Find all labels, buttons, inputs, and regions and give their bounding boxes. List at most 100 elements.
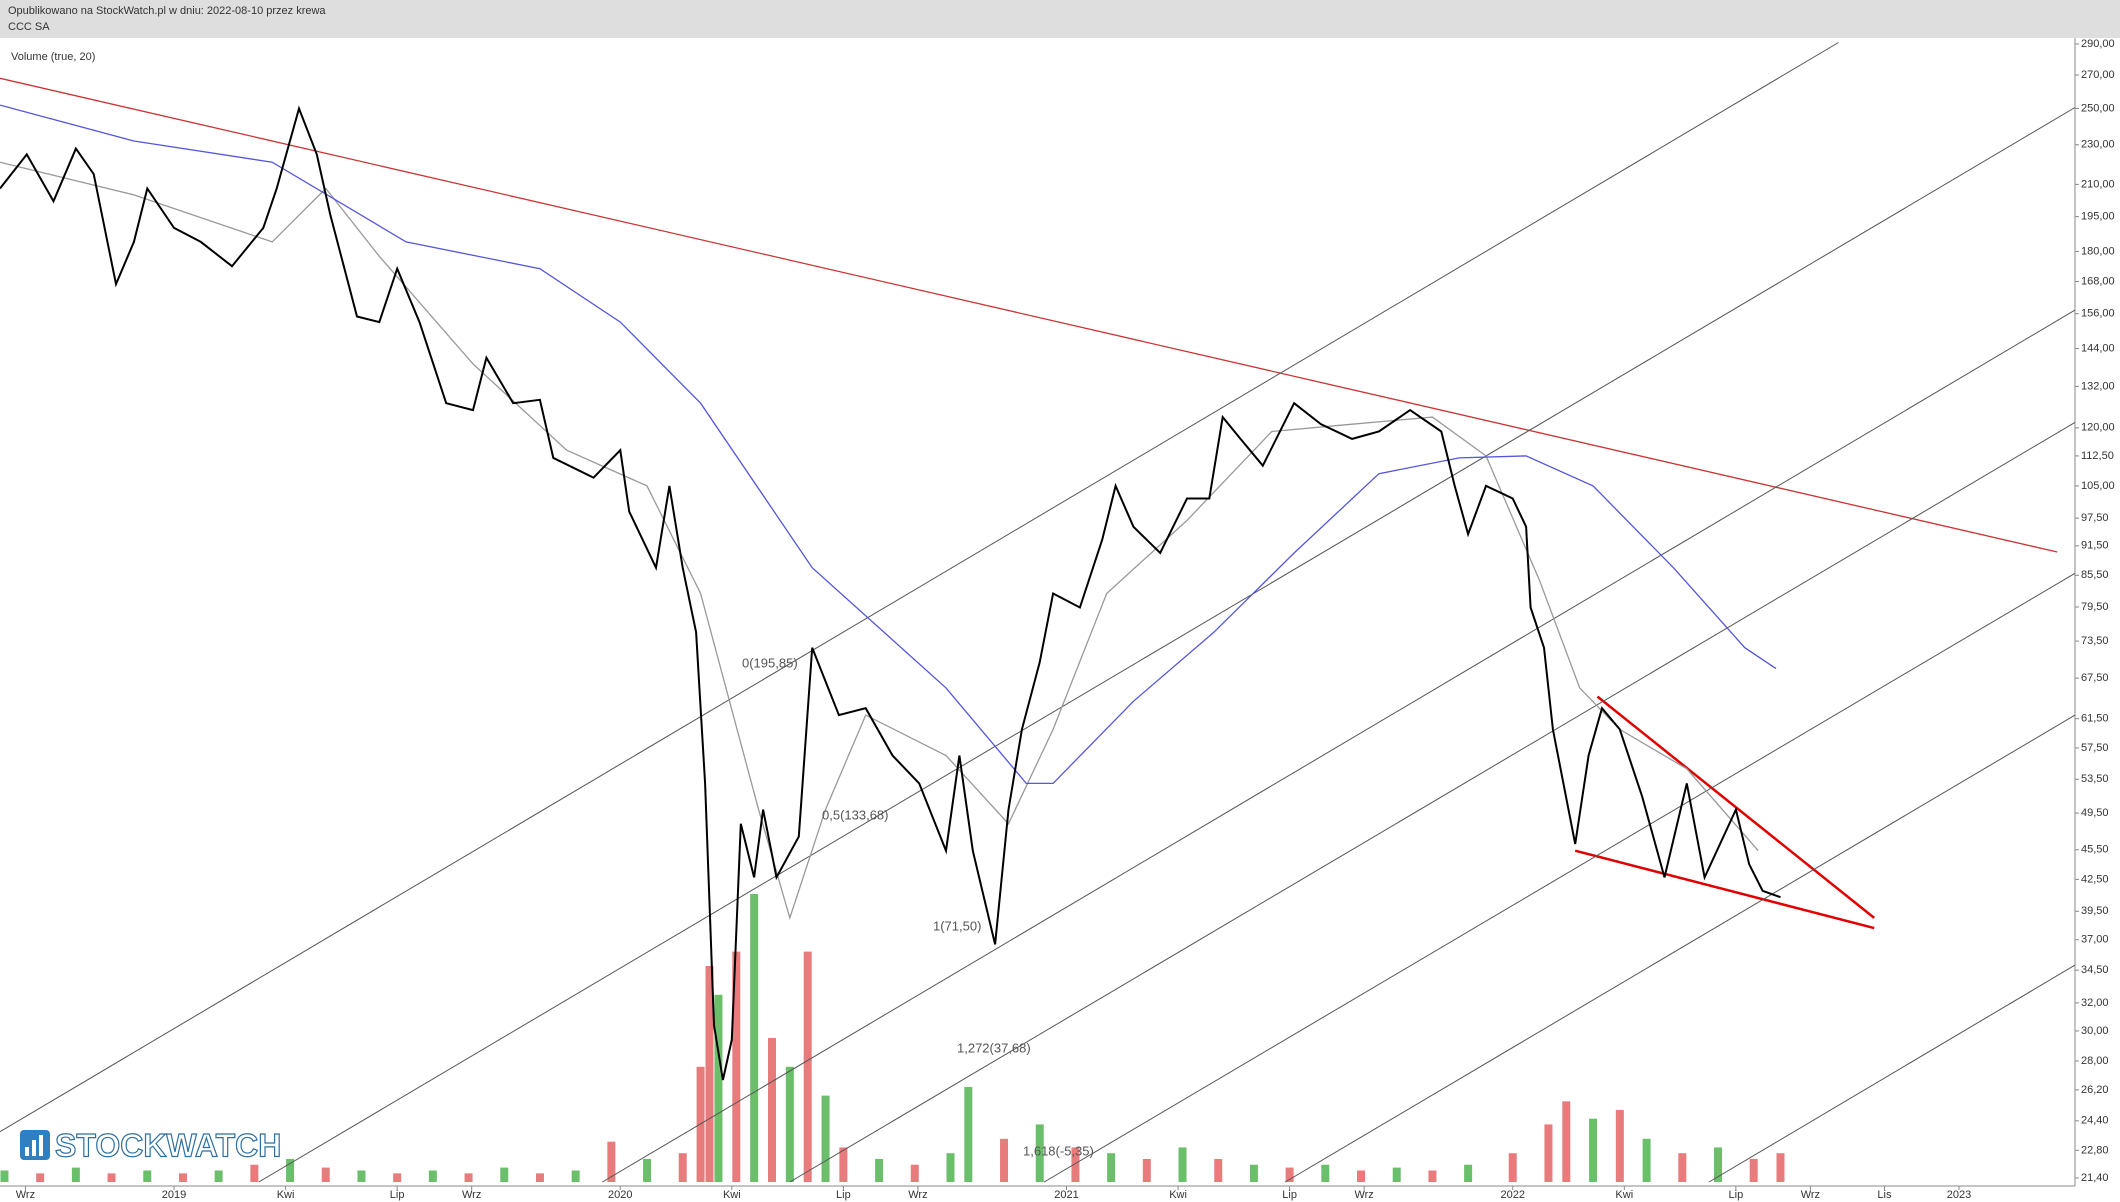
y-tick-label: 112,50	[2081, 450, 2114, 462]
y-tick-label: 57,50	[2081, 742, 2109, 754]
x-tick-label: Lip	[1282, 1189, 1297, 1201]
volume-bar	[1107, 1153, 1116, 1182]
fib-annotation: 0(195,85)	[742, 655, 798, 670]
y-tick-label: 21,40	[2081, 1172, 2109, 1184]
volume-bar	[1000, 1138, 1009, 1182]
volume-bar	[107, 1173, 116, 1182]
volume-bar	[1321, 1164, 1330, 1182]
y-tick-label: 42,50	[2081, 873, 2109, 885]
trend-line	[1708, 964, 2076, 1183]
y-tick-label: 61,50	[2081, 713, 2109, 725]
y-tick-label: 67,50	[2081, 672, 2109, 684]
trend-line	[1284, 714, 2076, 1183]
x-tick-label: Kwi	[277, 1189, 295, 1201]
volume-bar	[875, 1158, 884, 1182]
logo-icon-bar	[39, 1135, 43, 1156]
header-band	[0, 0, 2120, 38]
trend-line	[258, 107, 2076, 1183]
volume-bar	[607, 1141, 616, 1182]
x-tick-label: 2021	[1054, 1189, 1078, 1201]
x-tick-label: Wrz	[908, 1189, 927, 1201]
volume-bar	[1776, 1153, 1785, 1182]
fib-annotation: 1,272(37,68)	[957, 1040, 1031, 1055]
published-note: Opublikowano na StockWatch.pl w dniu: 20…	[8, 5, 326, 17]
x-tick-label: Kwi	[1615, 1189, 1633, 1201]
trend-line	[602, 309, 2076, 1183]
y-tick-label: 290,00	[2081, 38, 2115, 50]
trend-line	[0, 42, 1839, 1133]
y-tick-label: 37,00	[2081, 934, 2109, 946]
volume-bar	[535, 1173, 544, 1182]
logo-icon-bar	[32, 1140, 36, 1156]
volume-bar	[357, 1170, 366, 1182]
trend-line	[1574, 849, 1875, 930]
x-tick-label: Wrz	[1801, 1189, 1820, 1201]
volume-bar	[1428, 1170, 1437, 1182]
volume-bar	[767, 1038, 776, 1182]
volume-bar	[1749, 1158, 1758, 1182]
volume-bar	[732, 951, 741, 1182]
trend-line	[1596, 695, 1875, 919]
y-tick-label: 53,50	[2081, 773, 2109, 785]
volume-bar	[321, 1167, 330, 1182]
y-tick-label: 45,50	[2081, 844, 2109, 856]
x-tick-label: Kwi	[723, 1189, 741, 1201]
y-tick-label: 30,00	[2081, 1025, 2109, 1037]
volume-bar	[964, 1086, 973, 1182]
fib-annotation: 1(71,50)	[933, 918, 981, 933]
y-tick-label: 180,00	[2081, 245, 2115, 257]
volume-bar	[1249, 1164, 1258, 1182]
trend-line	[789, 421, 2076, 1183]
y-tick-label: 49,50	[2081, 807, 2109, 819]
volume-bar	[464, 1173, 473, 1182]
x-tick-label: Lip	[836, 1189, 851, 1201]
y-tick-label: 168,00	[2081, 275, 2115, 287]
x-tick-label: 2019	[162, 1189, 186, 1201]
volume-bar	[178, 1173, 187, 1182]
y-tick-label: 210,00	[2081, 178, 2115, 190]
logo: STOCKWATCH	[20, 1127, 282, 1164]
volume-bar	[1357, 1170, 1366, 1182]
volume-bar	[500, 1167, 509, 1182]
y-tick-label: 85,50	[2081, 569, 2109, 581]
volume-bar	[1071, 1147, 1080, 1182]
x-tick-label: 2023	[1947, 1189, 1971, 1201]
volume-bar	[214, 1170, 223, 1182]
volume-bar	[1464, 1164, 1473, 1182]
volume-bar	[1615, 1110, 1624, 1182]
y-tick-label: 120,00	[2081, 422, 2115, 434]
y-tick-label: 270,00	[2081, 69, 2115, 81]
y-tick-label: 28,00	[2081, 1055, 2109, 1067]
volume-bar	[1562, 1101, 1571, 1182]
volume-bar	[705, 966, 714, 1182]
y-tick-label: 24,40	[2081, 1115, 2109, 1127]
y-tick-label: 22,80	[2081, 1144, 2109, 1156]
logo-text: STOCKWATCH	[55, 1127, 281, 1163]
volume-bar	[803, 951, 812, 1182]
moving-average	[0, 104, 1777, 785]
y-tick-label: 156,00	[2081, 308, 2115, 320]
x-tick-label: Lis	[1877, 1189, 1892, 1201]
y-tick-label: 97,50	[2081, 512, 2109, 524]
volume-bar	[1285, 1167, 1294, 1182]
volume-bar	[821, 1095, 830, 1182]
volume-bar	[714, 994, 723, 1182]
y-tick-label: 39,50	[2081, 905, 2109, 917]
instrument-name: CCC SA	[8, 21, 50, 33]
logo-icon-bar	[25, 1147, 29, 1156]
volume-bar	[910, 1164, 919, 1182]
volume-label: Volume (true, 20)	[11, 51, 95, 63]
volume-bar	[393, 1173, 402, 1182]
trend-line	[0, 77, 2058, 553]
y-tick-label: 144,00	[2081, 342, 2115, 354]
volume-bar	[143, 1170, 152, 1182]
volume-bar	[571, 1170, 580, 1182]
y-tick-label: 105,00	[2081, 480, 2115, 492]
volume-bar	[1178, 1147, 1187, 1182]
x-tick-label: 2022	[1500, 1189, 1524, 1201]
volume-bar	[678, 1153, 687, 1182]
y-tick-label: 132,00	[2081, 380, 2115, 392]
x-tick-label: Kwi	[1169, 1189, 1187, 1201]
volume-bar	[785, 1066, 794, 1182]
